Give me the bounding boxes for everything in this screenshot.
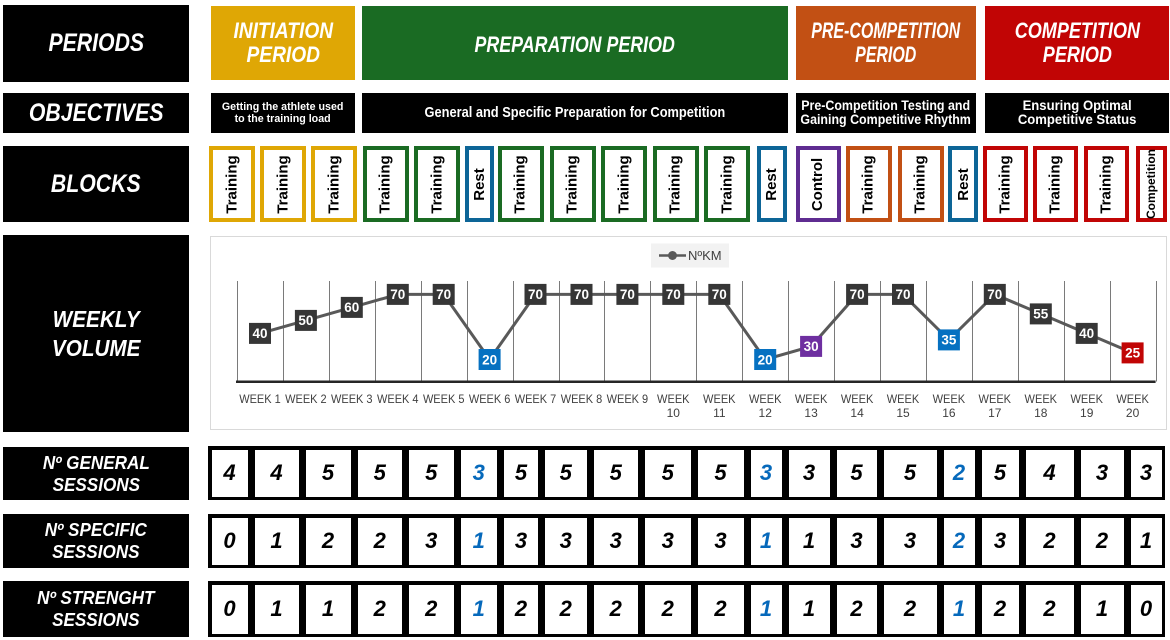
svg-text:WEEK: WEEK [979,392,1012,406]
svg-text:11: 11 [713,406,726,420]
svg-text:WEEK 1: WEEK 1 [239,392,281,406]
svg-text:70: 70 [620,287,635,302]
svg-text:18: 18 [1034,406,1048,420]
svg-text:WEEK: WEEK [841,392,874,406]
svg-text:30: 30 [804,339,819,354]
svg-text:NºKM: NºKM [688,248,722,263]
svg-text:WEEK 5: WEEK 5 [423,392,465,406]
svg-text:70: 70 [574,287,589,302]
svg-text:WEEK: WEEK [1116,392,1149,406]
svg-text:WEEK: WEEK [749,392,782,406]
svg-text:WEEK: WEEK [933,392,966,406]
svg-text:15: 15 [896,406,910,420]
svg-text:WEEK 4: WEEK 4 [377,392,419,406]
svg-text:WEEK 6: WEEK 6 [469,392,511,406]
svg-text:WEEK 2: WEEK 2 [285,392,327,406]
svg-text:70: 70 [895,287,910,302]
svg-text:WEEK 9: WEEK 9 [607,392,649,406]
svg-text:70: 70 [666,287,681,302]
svg-text:12: 12 [759,406,773,420]
svg-text:70: 70 [528,287,543,302]
svg-text:60: 60 [344,300,359,315]
svg-text:70: 70 [436,287,451,302]
svg-text:40: 40 [252,326,267,341]
svg-text:35: 35 [941,333,957,348]
svg-text:19: 19 [1080,406,1094,420]
svg-text:25: 25 [1125,346,1141,361]
svg-text:WEEK: WEEK [1025,392,1058,406]
svg-text:WEEK: WEEK [657,392,690,406]
svg-text:WEEK: WEEK [1070,392,1103,406]
svg-text:WEEK: WEEK [795,392,828,406]
svg-text:40: 40 [1079,326,1094,341]
svg-text:70: 70 [390,287,405,302]
svg-text:55: 55 [1033,307,1049,322]
svg-text:70: 70 [987,287,1002,302]
svg-text:17: 17 [988,406,1002,420]
svg-text:20: 20 [1126,406,1140,420]
svg-text:10: 10 [667,406,681,420]
svg-text:50: 50 [298,313,313,328]
svg-text:WEEK 8: WEEK 8 [561,392,603,406]
svg-text:70: 70 [850,287,865,302]
svg-text:70: 70 [712,287,727,302]
svg-text:20: 20 [758,352,773,367]
svg-text:14: 14 [850,406,864,420]
svg-text:WEEK: WEEK [703,392,736,406]
svg-text:WEEK 7: WEEK 7 [515,392,557,406]
svg-text:WEEK 3: WEEK 3 [331,392,373,406]
svg-text:16: 16 [942,406,956,420]
svg-text:WEEK: WEEK [887,392,920,406]
svg-text:20: 20 [482,352,497,367]
svg-text:13: 13 [804,406,818,420]
